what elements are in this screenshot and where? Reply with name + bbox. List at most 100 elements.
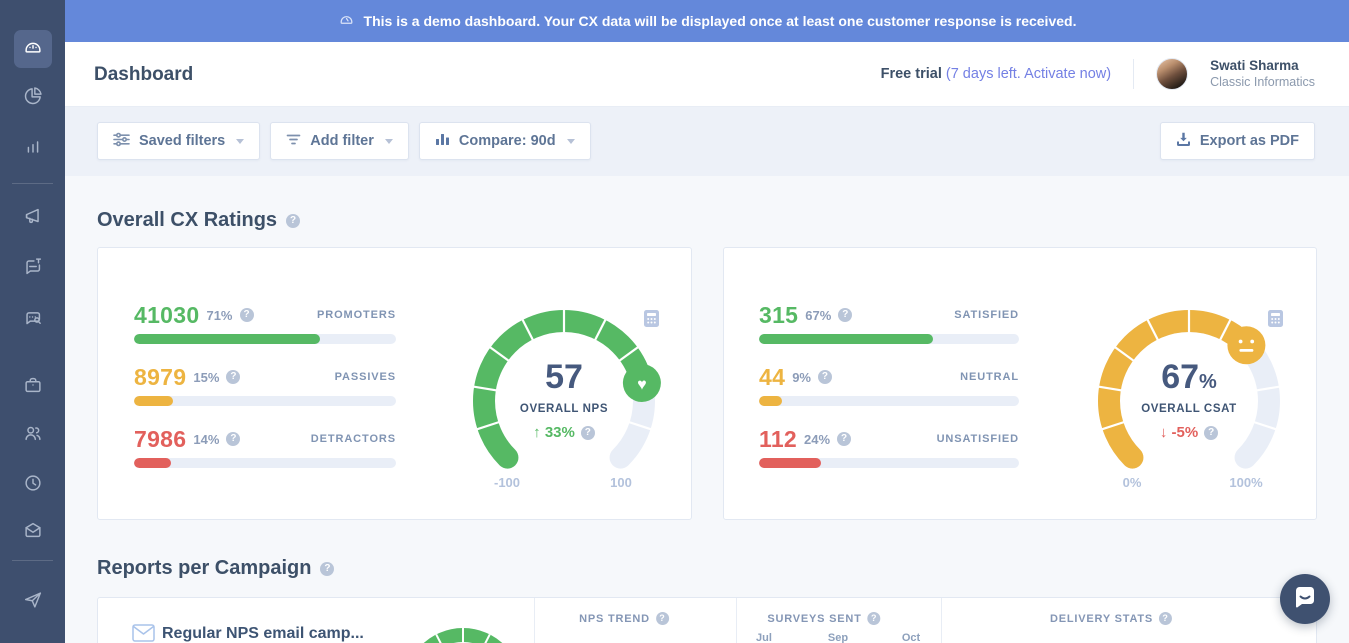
- briefcase-icon: [22, 374, 44, 401]
- user-company: Classic Informatics: [1210, 75, 1315, 89]
- pie-chart-icon: [22, 85, 44, 112]
- calculator-icon[interactable]: [1267, 310, 1284, 332]
- sidebar-item-feedback-search[interactable]: [14, 300, 52, 338]
- passives-bar: [134, 396, 396, 406]
- unsatisfied-value: 112: [759, 425, 798, 452]
- page-header: Dashboard Free trial (7 days left. Activ…: [65, 42, 1349, 107]
- sidebar-item-companies[interactable]: [14, 368, 52, 406]
- satisfied-label: SATISFIED: [954, 309, 1019, 321]
- nps-trend-value: 33%: [544, 424, 575, 441]
- compare-button[interactable]: Compare: 90d: [418, 122, 591, 160]
- surveys-sent-column-header: SURVEYS SENT?: [767, 612, 881, 625]
- help-icon[interactable]: ?: [226, 370, 241, 384]
- reports-card: Regular NPS email camp... NPS TREND? SUR…: [97, 597, 1317, 643]
- satisfied-value: 315: [759, 301, 799, 328]
- csat-gauge-center: 67% OVERALL CSAT ↓ -5% ?: [1089, 359, 1289, 441]
- export-pdf-button[interactable]: Export as PDF: [1159, 122, 1315, 160]
- sidebar-item-contacts[interactable]: [14, 416, 52, 454]
- help-icon[interactable]: ?: [286, 213, 301, 228]
- filter-bar: Saved filters Add filter Compare: 90d Ex…: [65, 107, 1349, 176]
- month-label: Oct: [901, 632, 921, 643]
- csat-unit: %: [1199, 371, 1217, 393]
- chat-bubble-icon: [1292, 584, 1318, 615]
- gauge-ticks: [472, 309, 656, 431]
- sidebar-item-send[interactable]: [14, 583, 52, 621]
- user-info[interactable]: Swati Sharma Classic Informatics: [1210, 58, 1315, 90]
- nps-gauge-label: OVERALL NPS: [519, 403, 609, 415]
- passives-metric: 8979 15% ? PASSIVES: [134, 363, 396, 406]
- csat-gauge-label: OVERALL CSAT: [1141, 403, 1237, 415]
- detractors-metric: 7986 14% ? DETRACTORS: [134, 426, 396, 468]
- filter-buttons: Saved filters Add filter Compare: 90d: [97, 122, 591, 160]
- sidebar-item-history[interactable]: [14, 466, 52, 504]
- unsatisfied-label: UNSATISFIED: [936, 433, 1019, 445]
- add-filter-button[interactable]: Add filter: [270, 122, 409, 160]
- nps-gauge-arc: ♥: [472, 309, 661, 469]
- sidebar-item-inbox[interactable]: [14, 513, 52, 551]
- bar-chart-icon: [22, 136, 44, 163]
- avatar[interactable]: [1156, 58, 1189, 90]
- saved-filters-button[interactable]: Saved filters: [97, 122, 261, 160]
- month-label: Jul: [756, 632, 772, 643]
- help-icon[interactable]: ?: [867, 612, 881, 625]
- help-icon[interactable]: ?: [838, 308, 853, 322]
- detractors-label: DETRACTORS: [310, 433, 396, 445]
- help-icon[interactable]: ?: [837, 432, 852, 446]
- nps-trend: ↑ 33% ?: [464, 424, 664, 441]
- passives-value: 8979: [134, 363, 187, 390]
- trend-down-arrow-icon: ↓: [1159, 424, 1168, 441]
- envelope-icon: [22, 519, 44, 546]
- survey-compose-icon: [22, 255, 44, 282]
- month-label: Sep: [827, 632, 849, 643]
- neutral-label: NEUTRAL: [960, 371, 1019, 383]
- sidebar-item-campaigns[interactable]: [14, 199, 52, 237]
- megaphone-icon: [22, 205, 44, 232]
- page-title: Dashboard: [94, 64, 194, 85]
- satisfied-percent: 67%: [805, 307, 832, 323]
- trend-up-arrow-icon: ↑: [533, 424, 541, 441]
- help-icon[interactable]: ?: [1159, 612, 1173, 625]
- calculator-icon[interactable]: [643, 310, 660, 332]
- sidebar-divider: [12, 560, 53, 561]
- promoters-bar: [134, 334, 396, 344]
- campaign-name[interactable]: Regular NPS email camp...: [162, 625, 364, 642]
- cx-ratings-title-text: Overall CX Ratings: [97, 209, 278, 231]
- unsatisfied-bar: [759, 458, 1019, 468]
- gauge-dashboard-icon: [22, 36, 44, 63]
- neutral-metric: 44 9% ? NEUTRAL: [759, 364, 1019, 406]
- trial-activate-link[interactable]: (7 days left. Activate now): [945, 66, 1112, 82]
- promoters-metric: 41030 71% ? PROMOTERS: [134, 302, 396, 344]
- chat-search-icon: [22, 306, 44, 333]
- csat-scale-min: 0%: [1122, 475, 1142, 490]
- csat-value: 67: [1161, 358, 1200, 396]
- sidebar-item-dashboard[interactable]: [13, 30, 52, 68]
- reports-title: Reports per Campaign ?: [97, 557, 335, 580]
- help-icon[interactable]: ?: [320, 561, 335, 576]
- header-divider: [1133, 59, 1135, 89]
- satisfied-metric: 315 67% ? SATISFIED: [759, 301, 1019, 344]
- help-icon[interactable]: ?: [239, 308, 254, 322]
- help-icon[interactable]: ?: [226, 432, 241, 446]
- chat-widget-button[interactable]: [1280, 574, 1330, 624]
- help-icon[interactable]: ?: [817, 370, 832, 384]
- nps-gauge-center: 57 OVERALL NPS ↑ 33% ?: [464, 359, 664, 441]
- csat-card: 315 67% ? SATISFIED 44 9% ? NEUTRAL: [723, 247, 1317, 520]
- help-icon[interactable]: ?: [1204, 425, 1219, 440]
- nps-metrics: 41030 71% ? PROMOTERS 8979 15% ? PASSIVE…: [134, 248, 396, 519]
- main-content: Overall CX Ratings ? 41030 71% ? PROMOTE…: [65, 176, 1349, 643]
- reports-title-text: Reports per Campaign: [97, 557, 312, 579]
- user-name: Swati Sharma: [1210, 58, 1299, 73]
- chevron-down-icon: [384, 138, 393, 144]
- neutral-face-badge: [1227, 326, 1266, 365]
- gauge-ticks: [435, 628, 491, 643]
- sidebar-item-reports[interactable]: [14, 79, 52, 117]
- trial-status: Free trial (7 days left. Activate now): [881, 66, 1112, 82]
- help-icon[interactable]: ?: [655, 612, 669, 625]
- sidebar-item-analytics[interactable]: [14, 130, 52, 168]
- gauge-banner-icon: [338, 11, 355, 31]
- header-right: Free trial (7 days left. Activate now) S…: [881, 42, 1315, 106]
- demo-banner-text: This is a demo dashboard. Your CX data w…: [363, 13, 1077, 29]
- sidebar-item-surveys[interactable]: [14, 249, 52, 287]
- help-icon[interactable]: ?: [580, 425, 595, 440]
- nps-card: 41030 71% ? PROMOTERS 8979 15% ? PASSIVE…: [97, 247, 692, 520]
